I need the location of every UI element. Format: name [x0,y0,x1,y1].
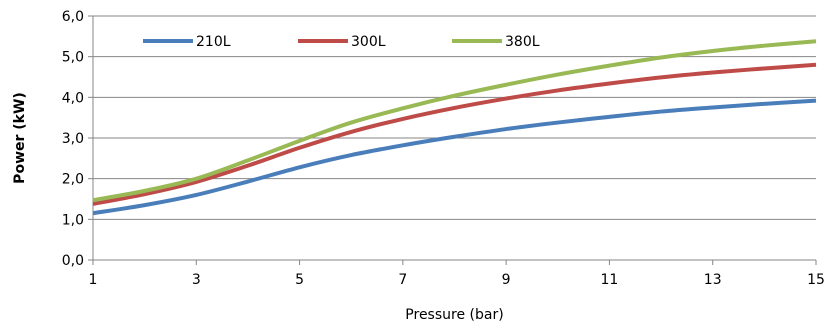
y-tick-label: 1,0 [62,212,84,228]
x-tick-label: 3 [192,272,201,288]
x-tick-label: 11 [601,272,619,288]
series-line-380L [92,39,817,203]
y-tick-labels: 0,0 1,0 2,0 3,0 4,0 5,0 6,0 [62,9,84,269]
legend-label-210L: 210L [196,34,231,50]
x-tick-label: 7 [398,272,407,288]
legend: 210L 300L 380L [143,34,540,50]
series-line-300L [92,62,817,206]
y-tick-label: 2,0 [62,172,84,188]
series-lines [92,39,817,216]
axes [88,15,817,265]
x-tick-label: 5 [295,272,304,288]
x-tick-label: 13 [704,272,722,288]
x-tick-label: 9 [502,272,511,288]
y-tick-label: 5,0 [62,50,84,66]
x-tick-label: 1 [89,272,98,288]
y-tick-label: 6,0 [62,9,84,25]
series-line-210L [92,98,817,216]
y-tick-label: 0,0 [62,253,84,269]
legend-label-380L: 380L [505,34,540,50]
x-axis-title: Pressure (bar) [405,307,503,323]
x-tick-labels: 1 3 5 7 9 11 13 15 [89,272,825,288]
y-tick-label: 4,0 [62,90,84,106]
y-tick-label: 3,0 [62,131,84,147]
x-tick-label: 15 [807,272,825,288]
legend-label-300L: 300L [351,34,386,50]
y-axis-title: Power (kW) [12,92,28,184]
